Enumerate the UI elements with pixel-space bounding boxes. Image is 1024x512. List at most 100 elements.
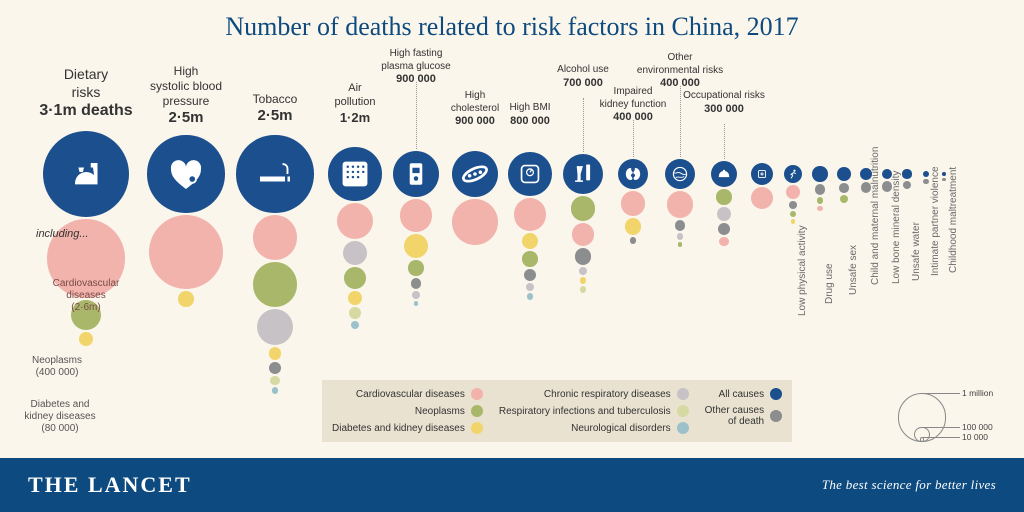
cause-bubble bbox=[817, 197, 824, 204]
factor-label: High fastingplasma glucose900 000 bbox=[381, 48, 450, 87]
cause-bubble bbox=[253, 262, 298, 307]
cause-bubble bbox=[839, 183, 849, 193]
tagline: The best science for better lives bbox=[822, 477, 996, 493]
factor-label: Otherenvironmental risks400 000 bbox=[637, 52, 723, 91]
cause-bubble bbox=[815, 184, 826, 195]
cause-bubble bbox=[817, 206, 823, 212]
cause-bubble bbox=[524, 269, 536, 281]
cause-bubble bbox=[149, 215, 224, 290]
cause-bubble bbox=[789, 201, 797, 209]
cause-bubble bbox=[408, 260, 423, 275]
cause-bubble bbox=[337, 203, 373, 239]
cause-annotation: Diabetes andkidney diseases(80 000) bbox=[24, 399, 95, 435]
cause-bubble bbox=[678, 242, 683, 247]
air-icon bbox=[338, 157, 371, 190]
env-icon bbox=[670, 164, 689, 183]
legend-item: Other causesof death bbox=[705, 405, 782, 427]
cause-bubble bbox=[79, 332, 93, 346]
run-icon bbox=[787, 168, 799, 180]
cause-bubble bbox=[253, 215, 298, 260]
alc-icon bbox=[570, 161, 595, 186]
cause-bubble bbox=[579, 267, 587, 275]
chol-icon bbox=[461, 160, 490, 189]
factor-label-vertical: Low physical activity bbox=[797, 225, 808, 316]
factor-label: Tobacco2·5m bbox=[253, 92, 298, 126]
legend-item: Neurological disorders bbox=[499, 422, 689, 434]
cause-bubble bbox=[257, 309, 293, 345]
cause-bubble bbox=[716, 189, 731, 204]
cause-bubble bbox=[412, 291, 420, 299]
factor-label-vertical: Childhood maltreatment bbox=[948, 167, 959, 273]
heart-icon bbox=[166, 154, 206, 194]
factor-label: High BMI800 000 bbox=[509, 102, 550, 128]
factor-label-vertical: Unsafe sex bbox=[848, 245, 859, 295]
all-causes-bubble bbox=[328, 147, 381, 200]
cause-annotation: Cardiovasculardiseases(2·6m) bbox=[53, 278, 120, 314]
all-causes-bubble bbox=[452, 151, 498, 197]
factor-label: Highcholesterol900 000 bbox=[451, 90, 499, 129]
legend-item: Chronic respiratory diseases bbox=[499, 388, 689, 400]
cig-icon bbox=[255, 154, 295, 194]
legend-swatch bbox=[471, 422, 483, 434]
legend-item: Diabetes and kidney diseases bbox=[332, 422, 483, 434]
all-causes-bubble bbox=[942, 172, 946, 176]
all-causes-bubble bbox=[618, 159, 649, 190]
all-causes-bubble bbox=[393, 151, 439, 197]
cause-bubble bbox=[400, 199, 433, 232]
legend-item: Neoplasms bbox=[332, 405, 483, 417]
cause-bubble bbox=[414, 301, 419, 306]
cause-bubble bbox=[667, 191, 694, 218]
cause-bubble bbox=[630, 237, 637, 244]
legend-swatch bbox=[677, 405, 689, 417]
cause-bubble bbox=[522, 233, 539, 250]
cause-bubble bbox=[575, 248, 592, 265]
cause-bubble bbox=[942, 178, 945, 181]
cause-bubble bbox=[344, 267, 366, 289]
cause-bubble bbox=[404, 234, 428, 258]
legend-item: Respiratory infections and tuberculosis bbox=[499, 405, 689, 417]
factor-label: Impairedkidney function400 000 bbox=[600, 86, 667, 125]
food-icon bbox=[66, 154, 106, 194]
cause-bubble bbox=[677, 233, 684, 240]
cause-bubble bbox=[269, 362, 281, 374]
scale-key: 1 million100 00010 000 bbox=[902, 378, 1006, 448]
all-causes-bubble bbox=[784, 165, 803, 184]
all-causes-bubble bbox=[236, 135, 313, 212]
cause-bubble bbox=[786, 185, 800, 199]
cause-bubble bbox=[625, 218, 642, 235]
cause-bubble bbox=[791, 219, 796, 224]
cause-bubble bbox=[343, 241, 367, 265]
factor-label-vertical: Intimate partner violence bbox=[930, 167, 941, 277]
factor-label: Airpollution1·2m bbox=[335, 82, 376, 126]
cause-bubble bbox=[903, 181, 911, 189]
footer-bar: THE LANCET The best science for better l… bbox=[0, 458, 1024, 512]
factor-label-vertical: Unsafe water bbox=[911, 222, 922, 281]
all-causes-bubble bbox=[812, 166, 827, 181]
legend-item: All causes bbox=[705, 388, 782, 400]
cause-bubble bbox=[522, 251, 537, 266]
factor-label: Dietaryrisks3·1m deaths bbox=[39, 66, 132, 121]
legend-swatch bbox=[677, 422, 689, 434]
legend-swatch bbox=[471, 405, 483, 417]
cause-bubble bbox=[351, 321, 359, 329]
all-causes-bubble bbox=[563, 154, 604, 195]
all-causes-bubble bbox=[665, 159, 696, 190]
legend-swatch bbox=[770, 388, 782, 400]
factor-label: Highsystolic bloodpressure2·5m bbox=[150, 64, 222, 128]
legend-swatch bbox=[677, 388, 689, 400]
kidney-icon bbox=[623, 164, 642, 183]
bmi-icon bbox=[516, 160, 543, 187]
occ-icon bbox=[716, 166, 733, 183]
all-causes-bubble bbox=[508, 152, 552, 196]
including-label: including... bbox=[36, 228, 89, 240]
cause-bubble bbox=[751, 187, 773, 209]
cause-bubble bbox=[526, 283, 534, 291]
cause-bubble bbox=[411, 278, 422, 289]
cause-bubble bbox=[580, 286, 587, 293]
cause-bubble bbox=[717, 207, 731, 221]
cause-bubble bbox=[572, 223, 595, 246]
bubble-chart: Dietaryrisks3·1m deaths Highsystolic bloo… bbox=[0, 50, 1024, 458]
legend-swatch bbox=[770, 410, 782, 422]
factor-label-vertical: Low bone mineral density bbox=[891, 170, 902, 283]
page-title: Number of deaths related to risk factors… bbox=[0, 12, 1024, 42]
